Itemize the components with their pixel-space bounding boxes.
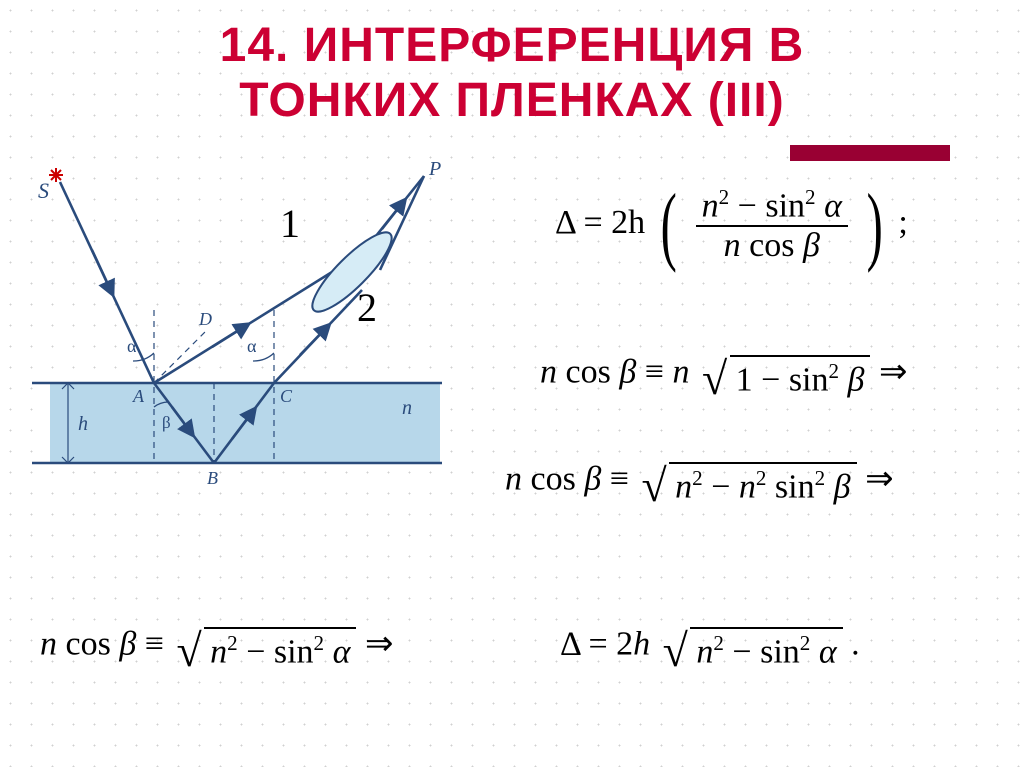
eq5-suffix: .: [851, 625, 860, 662]
ray-label-1: 1: [280, 200, 300, 247]
equation-5: Δ = 2h n2 − sin2 α .: [560, 620, 860, 673]
slide-title: 14. ИНТЕРФЕРЕНЦИЯ В ТОНКИХ ПЛЕНКАХ (III): [0, 0, 1024, 128]
svg-text:α: α: [127, 336, 137, 356]
eq1-suffix: ;: [898, 204, 907, 241]
svg-text:B: B: [207, 468, 218, 488]
rparen-icon: ): [867, 199, 883, 252]
eq3-sqrt: n2 − n2 sin2 β: [637, 455, 856, 508]
eq4-suffix: ⇒: [365, 625, 394, 662]
eq5-radicand: n2 − sin2 α: [690, 627, 842, 671]
svg-text:S: S: [38, 178, 49, 203]
title-line-2: ТОНКИХ ПЛЕНКАХ (III): [239, 74, 784, 127]
equation-3: n cos β ≡ n2 − n2 sin2 β ⇒: [505, 455, 894, 508]
eq1-prefix: Δ = 2h: [555, 204, 645, 241]
svg-text:D: D: [198, 309, 212, 329]
title-line-1: 14. ИНТЕРФЕРЕНЦИЯ В: [220, 19, 805, 72]
equation-4: n cos β ≡ n2 − sin2 α ⇒: [40, 620, 393, 673]
ray-label-2: 2: [357, 284, 377, 331]
eq3-radicand: n2 − n2 sin2 β: [669, 462, 856, 506]
svg-text:A: A: [132, 386, 145, 406]
svg-text:β: β: [162, 413, 171, 432]
eq4-sqrt: n2 − sin2 α: [172, 620, 356, 673]
diagram-svg: S P A B C D h n α α β: [32, 160, 462, 520]
eq1-num: n2 − sin2 α: [696, 185, 848, 227]
eq4-radicand: n2 − sin2 α: [204, 627, 356, 671]
eq2-suffix: ⇒: [879, 353, 908, 390]
equation-1: Δ = 2h ( n2 − sin2 α n cos β ) ;: [555, 185, 908, 265]
svg-text:α: α: [247, 336, 257, 356]
eq2-sqrt: 1 − sin2 β: [698, 348, 871, 401]
svg-text:h: h: [78, 413, 88, 435]
eq1-den: n cos β: [696, 227, 848, 265]
eq5-sqrt: n2 − sin2 α: [659, 620, 843, 673]
eq3-suffix: ⇒: [865, 460, 894, 497]
svg-text:C: C: [280, 386, 293, 406]
svg-text:n: n: [402, 397, 412, 419]
lparen-icon: (: [660, 199, 676, 252]
title-accent-bar: [790, 145, 950, 161]
equation-2: n cos β ≡ n 1 − sin2 β ⇒: [540, 348, 907, 401]
thin-film-diagram: S P A B C D h n α α β 1 2: [32, 160, 462, 520]
svg-text:P: P: [428, 160, 441, 180]
eq2-radicand: 1 − sin2 β: [730, 355, 871, 399]
eq1-fraction: n2 − sin2 α n cos β: [696, 185, 848, 265]
